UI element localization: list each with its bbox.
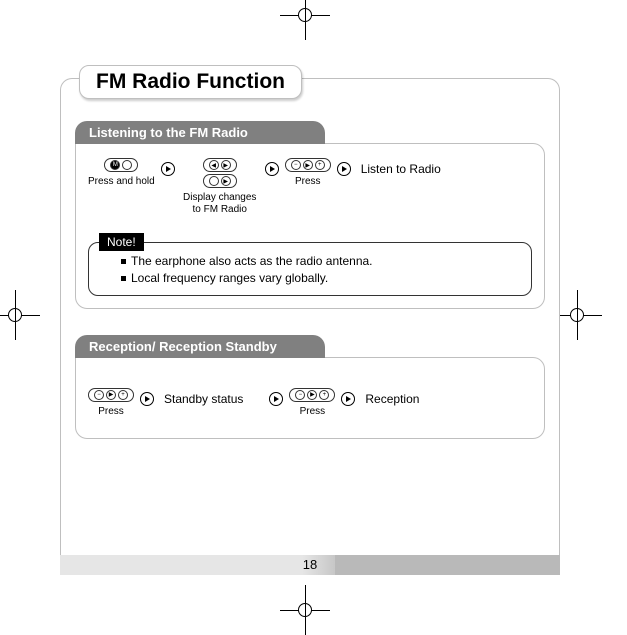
reception-result: Reception — [365, 392, 419, 406]
button-cluster-icon: −▶+ — [285, 158, 331, 172]
reception-step-1: −▶+ Press — [88, 388, 134, 418]
reception-step-1-caption: Press — [98, 406, 124, 418]
reception-step-3-caption: Press — [300, 406, 326, 418]
listening-step-3: −▶+ Press — [285, 158, 331, 188]
crop-mark-bottom — [280, 585, 330, 635]
button-stack-icon: ◀▶ ▶ — [203, 158, 237, 188]
listening-step-1-caption: Press and hold — [88, 176, 155, 188]
note-box: Note! The earphone also acts as the radi… — [88, 242, 532, 296]
section-reception-header: Reception/ Reception Standby — [75, 335, 325, 358]
listening-flow: M Press and hold ◀▶ ▶ Display changes to… — [88, 158, 532, 216]
crop-mark-top — [280, 0, 330, 40]
button-cluster-icon: M — [104, 158, 138, 172]
note-list: The earphone also acts as the radio ante… — [121, 253, 517, 287]
page-title: FM Radio Function — [96, 70, 285, 93]
section-reception: Reception/ Reception Standby −▶+ Press S… — [75, 335, 545, 439]
button-cluster-icon: −▶+ — [88, 388, 134, 402]
reception-flow: −▶+ Press Standby status −▶+ Press Recep… — [88, 388, 532, 418]
arrow-icon — [265, 162, 279, 176]
reception-step-3: −▶+ Press — [289, 388, 335, 418]
section-listening-body: M Press and hold ◀▶ ▶ Display changes to… — [75, 143, 545, 309]
arrow-icon — [341, 392, 355, 406]
arrow-icon — [337, 162, 351, 176]
note-item: Local frequency ranges vary globally. — [121, 270, 517, 287]
listening-step-2-caption: Display changes to FM Radio — [181, 192, 259, 216]
section-reception-body: −▶+ Press Standby status −▶+ Press Recep… — [75, 357, 545, 439]
button-cluster-icon: −▶+ — [289, 388, 335, 402]
arrow-icon — [161, 162, 175, 176]
page-title-tab: FM Radio Function — [79, 65, 302, 99]
note-label: Note! — [99, 233, 144, 251]
listening-result: Listen to Radio — [361, 162, 441, 176]
section-listening: Listening to the FM Radio M Press and ho… — [75, 121, 545, 309]
crop-mark-left — [0, 290, 40, 340]
page-frame: FM Radio Function Listening to the FM Ra… — [60, 78, 560, 568]
listening-step-1: M Press and hold — [88, 158, 155, 188]
arrow-icon — [269, 392, 283, 406]
note-item: The earphone also acts as the radio ante… — [121, 253, 517, 270]
section-listening-header: Listening to the FM Radio — [75, 121, 325, 144]
page-number: 18 — [60, 557, 560, 572]
listening-step-2: ◀▶ ▶ Display changes to FM Radio — [181, 158, 259, 216]
listening-step-3-caption: Press — [295, 176, 321, 188]
page-number-band: 18 — [60, 555, 560, 575]
reception-standby-text: Standby status — [164, 392, 243, 406]
arrow-icon — [140, 392, 154, 406]
